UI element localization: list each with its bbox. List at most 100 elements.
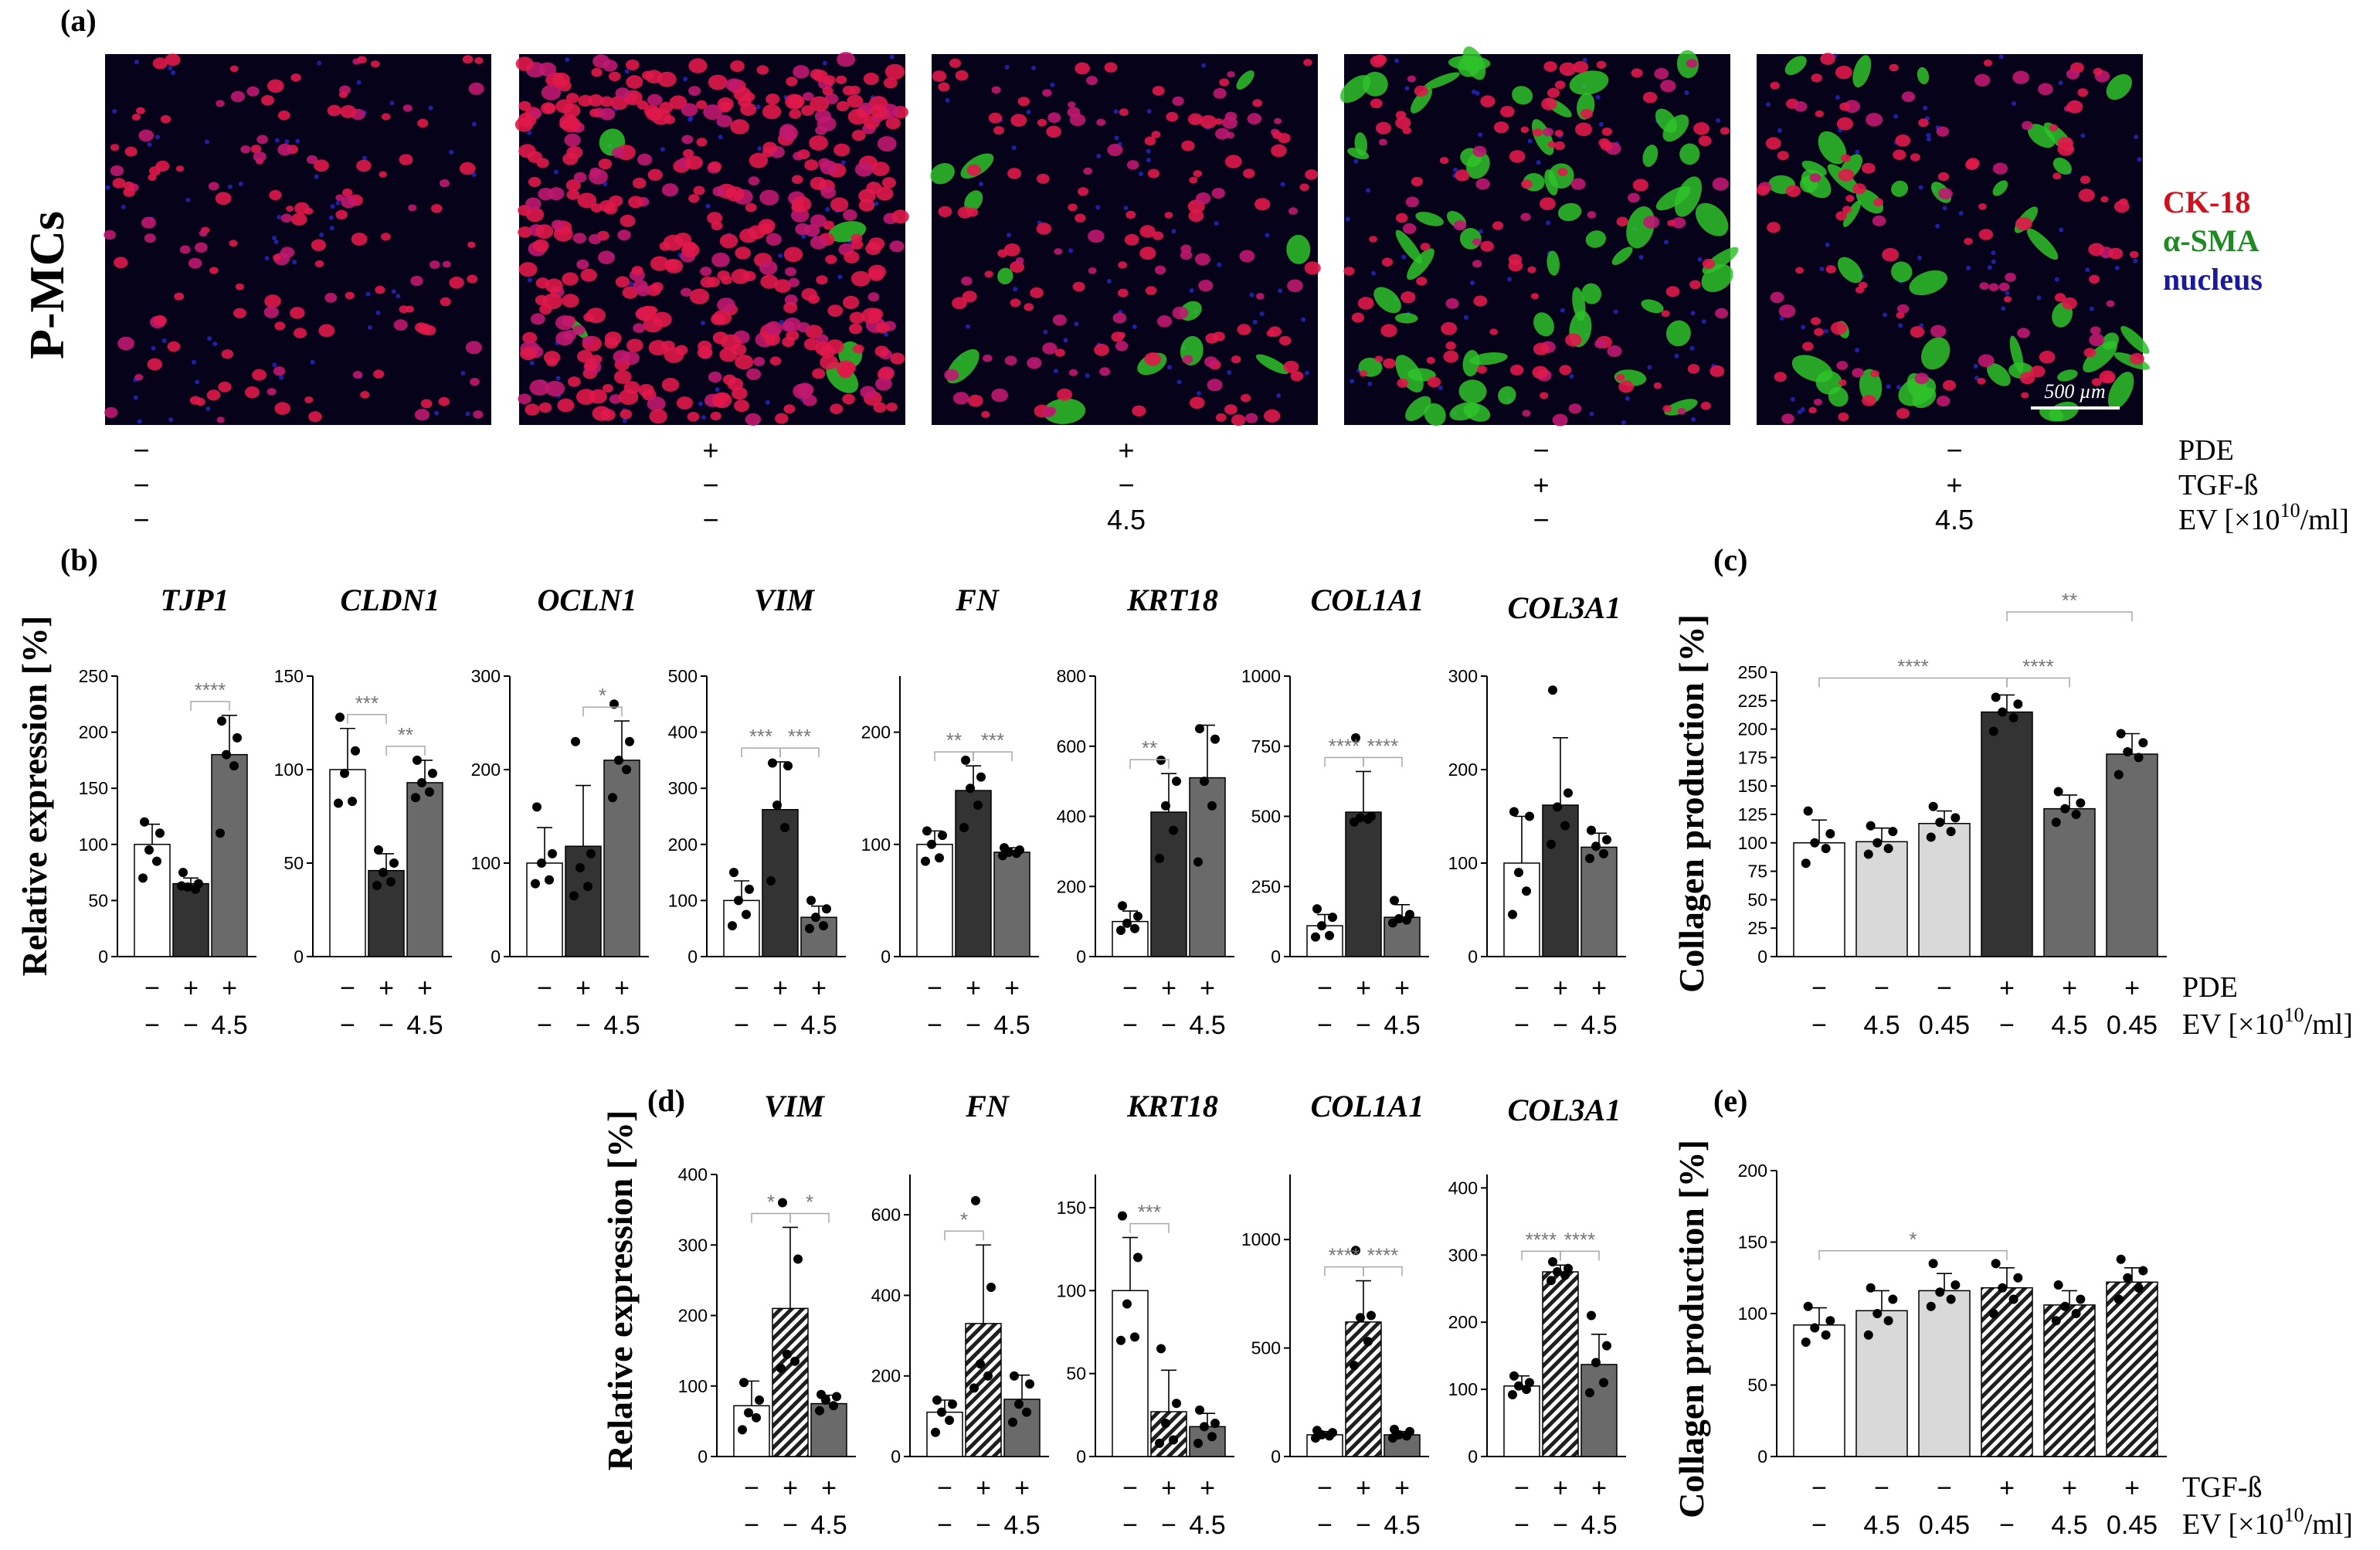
ck18-cell [849,85,861,95]
ck18-cell [216,100,225,107]
nucleus-dot [978,182,983,187]
ck18-cell [110,165,124,176]
ck18-cell [1811,317,1821,325]
ck18-cell [628,195,643,209]
ck18-cell [335,209,348,220]
asma-cell [1533,312,1554,337]
ck18-cell [1010,114,1027,127]
ck18-cell [2057,137,2073,150]
nucleus-dot [966,324,970,329]
data-point [819,921,828,931]
ck18-cell [1845,195,1855,202]
ck18-cell [1054,248,1063,255]
ck18-cell [518,226,532,238]
data-point [755,1395,764,1405]
data-point [1351,1246,1360,1256]
ck18-cell [229,240,238,247]
ck18-cell [647,93,663,107]
x-row1-label: − [1514,1474,1530,1503]
ck18-cell [1809,173,1821,183]
condition-ev-3: 4.5 [1107,504,1146,535]
nucleus-dot [701,415,706,420]
nucleus-dot [1278,288,1283,294]
ck18-cell [615,276,630,288]
ck18-cell [1998,282,2010,291]
nucleus-dot [1350,379,1355,384]
ck18-cell [711,313,726,325]
bar [1112,920,1149,957]
x-row1-label: − [1317,974,1333,1003]
data-point [1548,685,1557,695]
condition-pde-5: − [1946,434,1962,466]
data-point [1388,1433,1397,1443]
bar [1580,1364,1618,1457]
ck18-cell [1689,280,1701,290]
data-point [233,733,242,743]
nucleus-dot [1197,391,1201,396]
asma-cell [2106,73,2132,100]
data-point [734,896,743,906]
ck18-cell [562,104,581,118]
data-point [1155,1438,1164,1448]
nucleus-dot [238,182,243,186]
x-row1-label: − [1874,1474,1889,1503]
ck18-cell [866,182,882,195]
significance-bracket [789,1212,830,1223]
y-tick-label: 100 [1448,1379,1478,1399]
data-point [1935,1287,1945,1297]
ck18-cell [1252,99,1263,107]
ck18-cell [290,73,301,82]
nucleus-dot [1453,167,1458,172]
ck18-cell [221,349,234,359]
nucleus-dot [207,336,212,341]
ck18-cell [762,104,782,120]
data-point [1522,1385,1531,1395]
y-tick-label: 200 [1448,1312,1478,1332]
data-point [1312,904,1322,914]
data-point [1156,1344,1166,1354]
ck18-cell [273,366,286,376]
ck18-cell [1543,127,1553,137]
ck18-cell [134,373,144,381]
x-row2-label: 4.5 [800,1011,837,1040]
data-point [742,909,751,919]
ck18-cell [1852,368,1864,378]
ck18-cell [984,270,993,278]
nucleus-dot [874,201,879,206]
data-point [1563,788,1573,798]
ck18-cell [2100,195,2109,203]
ck18-cell [2019,372,2035,385]
x-row1-label: + [821,1474,837,1503]
ck18-cell [766,233,782,246]
ck18-cell [1288,207,1298,215]
ck18-cell [2039,350,2056,364]
ck18-cell [314,159,329,172]
asma-cell [1405,396,1431,421]
ck18-cell [1180,244,1192,253]
ck18-cell [420,399,433,409]
ck18-cell [1068,101,1076,108]
y-tick-label: 600 [1057,736,1086,756]
ck18-cell [2090,326,2101,335]
data-point [1356,1313,1365,1323]
ck18-cell [810,236,827,250]
ck18-cell [352,371,363,379]
ck18-cell [274,402,291,415]
y-tick-label: 750 [1251,736,1281,756]
nucleus-dot [1004,65,1010,70]
ck18-cell [883,77,898,89]
ck18-cell [1200,115,1217,129]
data-point [222,750,231,760]
ck18-cell [405,305,415,313]
asma-cell [930,163,955,185]
ck18-cell [2015,217,2032,231]
data-point [1509,807,1519,817]
nucleus-dot [137,419,142,424]
x-row1-label: + [1394,974,1410,1003]
data-point [1801,1338,1811,1347]
nucleus-dot [1835,95,1840,100]
ck18-cell [371,60,380,68]
asma-cell [1043,398,1086,424]
ck18-cell [263,306,279,318]
ck18-cell [1493,121,1509,134]
